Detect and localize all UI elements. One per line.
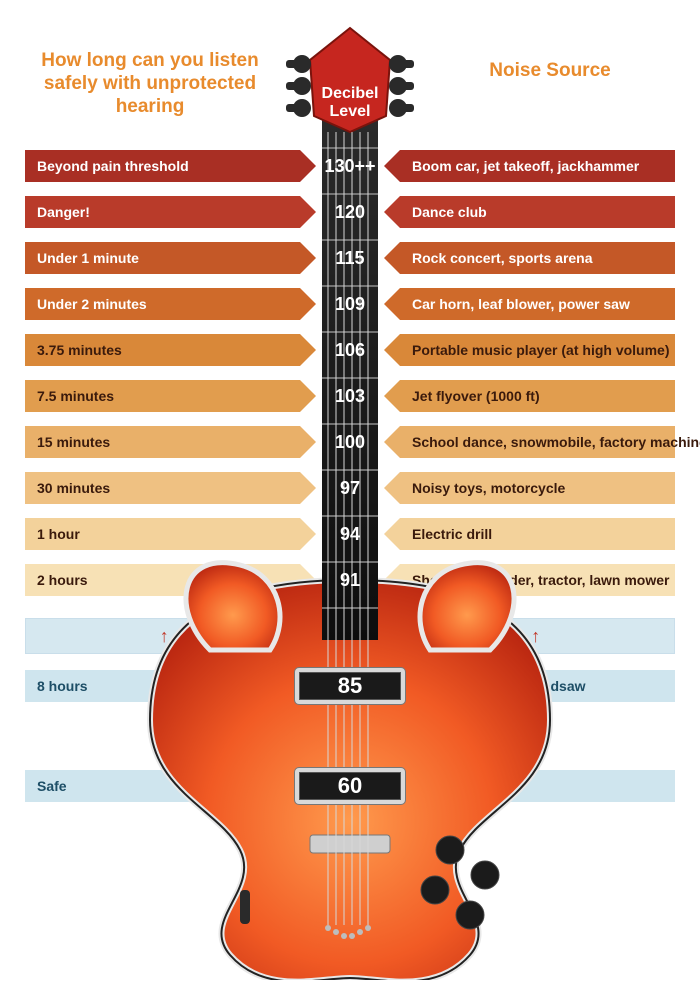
duration-bar: 7.5 minutes	[25, 380, 300, 412]
duration-label: Under 2 minutes	[25, 296, 159, 312]
duration-bar: Under 1 minute	[25, 242, 300, 274]
decibel-value: 115	[320, 242, 380, 274]
duration-bar: 1 hour	[25, 518, 300, 550]
duration-label: 15 minutes	[25, 434, 122, 450]
source-label: Shouting, blender, tractor, lawn mower	[400, 572, 681, 588]
db-row: 2 hours 91 Shouting, blender, tractor, l…	[0, 564, 700, 596]
heading-right: Noise Source	[425, 60, 675, 83]
source-label: Rock concert, sports arena	[400, 250, 605, 266]
source-bar: Electric drill	[400, 518, 675, 550]
duration-label: 1 hour	[25, 526, 92, 542]
pickup-db-box: 60	[295, 768, 405, 804]
decibel-value: 130++	[320, 150, 380, 182]
source-label: Electric drill	[400, 526, 504, 542]
db-row: 30 minutes 97 Noisy toys, motorcycle	[0, 472, 700, 504]
db-row: 7.5 minutes 103 Jet flyover (1000 ft)	[0, 380, 700, 412]
heading-center: Decibel Level	[313, 85, 387, 120]
source-bar: Boom car, jet takeoff, jackhammer	[400, 150, 675, 182]
duration-label: Safe	[25, 778, 79, 794]
decibel-value: 97	[320, 472, 380, 504]
duration-bar: 2 hours	[25, 564, 300, 596]
decibel-value: 94	[320, 518, 380, 550]
duration-label: 7.5 minutes	[25, 388, 126, 404]
source-bar: Portable music player (at high volume)	[400, 334, 675, 366]
source-bar: Dance club	[400, 196, 675, 228]
duration-bar: Safe	[25, 770, 300, 802]
db-row: 1 hour 94 Electric drill	[0, 518, 700, 550]
duration-label: 8 hours	[25, 678, 100, 694]
noise-damage-divider: ↑ POTENTIAL FOR NOISE DAMAGE ↑	[25, 618, 675, 654]
duration-bar: Beyond pain threshold	[25, 150, 300, 182]
duration-label: 2 hours	[25, 572, 100, 588]
duration-label: Danger!	[25, 204, 102, 220]
db-row: Beyond pain threshold 130++ Boom car, je…	[0, 150, 700, 182]
divider-label: POTENTIAL FOR NOISE DAMAGE	[187, 626, 514, 646]
duration-bar: 8 hours	[25, 670, 300, 702]
decibel-value: 91	[320, 564, 380, 596]
arrow-up-icon: ↑	[142, 626, 187, 647]
source-bar: Conversation	[400, 770, 675, 802]
db-row: Danger! 120 Dance club	[0, 196, 700, 228]
source-bar: Noisy toys, motorcycle	[400, 472, 675, 504]
source-label: Noisy toys, motorcycle	[400, 480, 577, 496]
heading-left: How long can you listen safely with unpr…	[25, 50, 275, 118]
db-row: 3.75 minutes 106 Portable music player (…	[0, 334, 700, 366]
duration-label: Beyond pain threshold	[25, 158, 201, 174]
duration-bar: Under 2 minutes	[25, 288, 300, 320]
decibel-value: 100	[320, 426, 380, 458]
source-label: School dance, snowmobile, factory machin…	[400, 434, 700, 450]
arrow-up-icon: ↑	[513, 626, 558, 647]
source-bar: School dance, snowmobile, factory machin…	[400, 426, 675, 458]
decibel-value: 120	[320, 196, 380, 228]
duration-label: 30 minutes	[25, 480, 122, 496]
db-row: Under 1 minute 115 Rock concert, sports …	[0, 242, 700, 274]
source-bar: Vacuum cleaner, handsaw	[400, 670, 675, 702]
source-label: Vacuum cleaner, handsaw	[400, 678, 598, 694]
infographic-stage: How long can you listen safely with unpr…	[0, 0, 700, 1000]
pickup-db-box: 85	[295, 668, 405, 704]
duration-bar: 3.75 minutes	[25, 334, 300, 366]
source-label: Boom car, jet takeoff, jackhammer	[400, 158, 651, 174]
db-row: Under 2 minutes 109 Car horn, leaf blowe…	[0, 288, 700, 320]
duration-label: 3.75 minutes	[25, 342, 134, 358]
source-label: Portable music player (at high volume)	[400, 342, 682, 358]
source-bar: Car horn, leaf blower, power saw	[400, 288, 675, 320]
source-label: Jet flyover (1000 ft)	[400, 388, 552, 404]
duration-bar: Danger!	[25, 196, 300, 228]
source-bar: Rock concert, sports arena	[400, 242, 675, 274]
source-bar: Jet flyover (1000 ft)	[400, 380, 675, 412]
source-bar: Shouting, blender, tractor, lawn mower	[400, 564, 675, 596]
duration-bar: 30 minutes	[25, 472, 300, 504]
source-label: Dance club	[400, 204, 499, 220]
duration-label: Under 1 minute	[25, 250, 151, 266]
decibel-value: 109	[320, 288, 380, 320]
decibel-value: 106	[320, 334, 380, 366]
source-label: Conversation	[400, 778, 513, 794]
duration-bar: 15 minutes	[25, 426, 300, 458]
decibel-value: 103	[320, 380, 380, 412]
db-row: 15 minutes 100 School dance, snowmobile,…	[0, 426, 700, 458]
source-label: Car horn, leaf blower, power saw	[400, 296, 642, 312]
